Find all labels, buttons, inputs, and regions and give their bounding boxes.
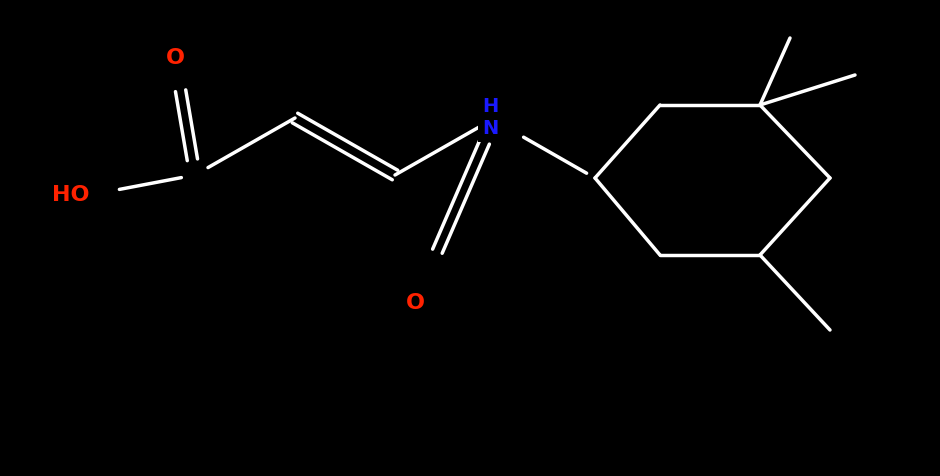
Text: H
N: H N [482,98,498,139]
Text: HO: HO [53,185,90,205]
Text: O: O [405,293,425,313]
Text: O: O [165,48,184,68]
